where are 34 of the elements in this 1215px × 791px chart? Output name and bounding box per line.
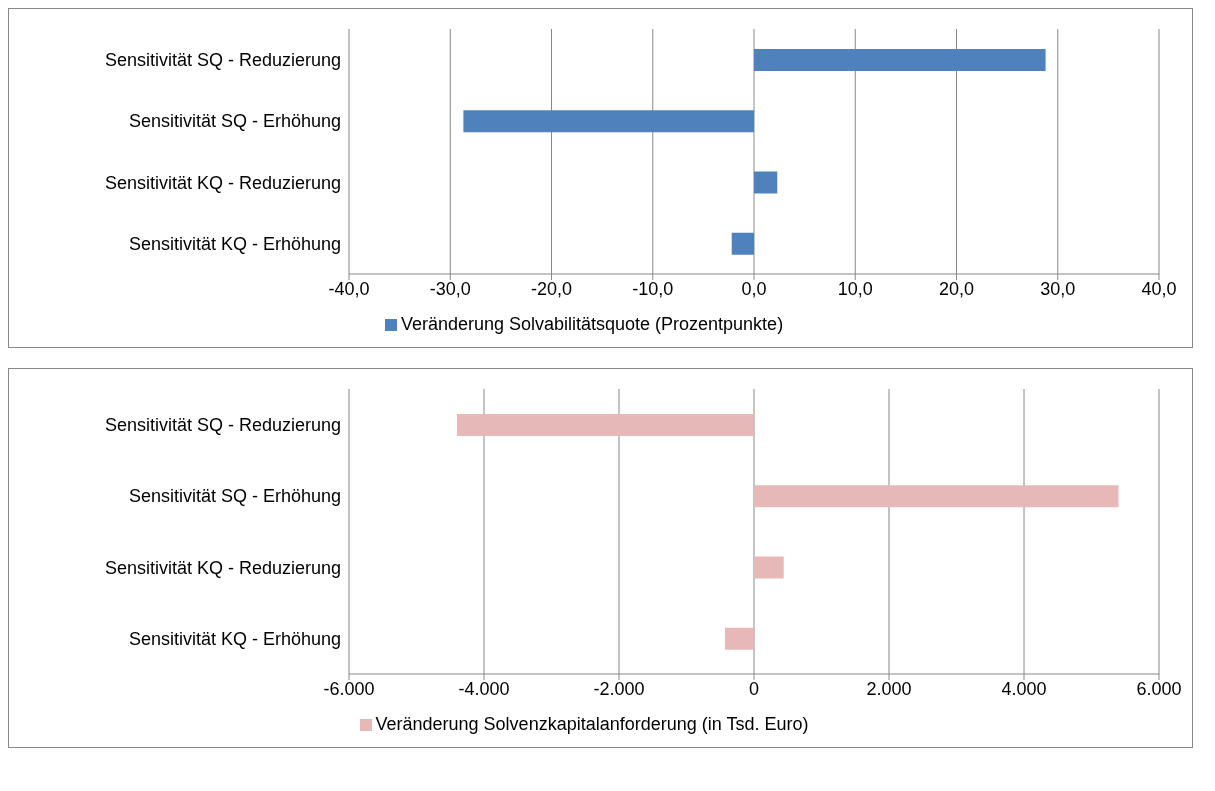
legend-label: Veränderung Solvenzkapitalanforderung (in Tsd. Euro) xyxy=(375,714,809,734)
y-tick-label: Sensitivität SQ - Reduzierung xyxy=(104,415,341,436)
y-tick-label: Sensitivität KQ - Reduzierung xyxy=(104,172,341,193)
bar xyxy=(463,110,754,133)
bar xyxy=(457,414,754,436)
y-tick-label: Sensitivität SQ - Erhöhung xyxy=(128,111,341,132)
x-tick-label: 20,0 xyxy=(938,278,975,299)
x-tick-label: 4.000 xyxy=(1001,678,1047,699)
y-tick-label: Sensitivität KQ - Reduzierung xyxy=(104,557,341,578)
bar xyxy=(754,485,1119,508)
x-tick-label: -20,0 xyxy=(530,278,573,299)
x-tick-label: 0,0 xyxy=(741,278,767,299)
x-tick-label: -40,0 xyxy=(328,278,370,299)
y-tick-label: Sensitivität KQ - Erhöhung xyxy=(128,233,341,254)
bar xyxy=(754,171,778,194)
bar xyxy=(724,627,754,650)
x-tick-label: 30,0 xyxy=(1040,278,1076,299)
bar xyxy=(754,49,1046,71)
x-tick-label: -6.000 xyxy=(323,678,375,699)
y-tick-label: Sensitivität SQ - Reduzierung xyxy=(104,50,341,71)
x-tick-label: 40,0 xyxy=(1141,278,1177,299)
x-tick-label: -2.000 xyxy=(593,678,645,699)
legend-label: Veränderung Solvabilitätsquote (Prozentpunkte) xyxy=(400,314,784,334)
x-tick-label: 0 xyxy=(748,678,760,699)
x-tick-label: -30,0 xyxy=(429,278,471,299)
x-tick-label: 10,0 xyxy=(837,278,873,299)
bar xyxy=(731,232,754,255)
y-tick-label: Sensitivität SQ - Erhöhung xyxy=(128,486,341,507)
x-tick-label: -4.000 xyxy=(458,678,510,699)
bar xyxy=(754,556,784,579)
x-tick-label: 6.000 xyxy=(1136,678,1182,699)
x-tick-label: 2.000 xyxy=(866,678,912,699)
x-tick-label: -10,0 xyxy=(632,278,674,299)
y-tick-label: Sensitivität KQ - Erhöhung xyxy=(128,628,341,649)
